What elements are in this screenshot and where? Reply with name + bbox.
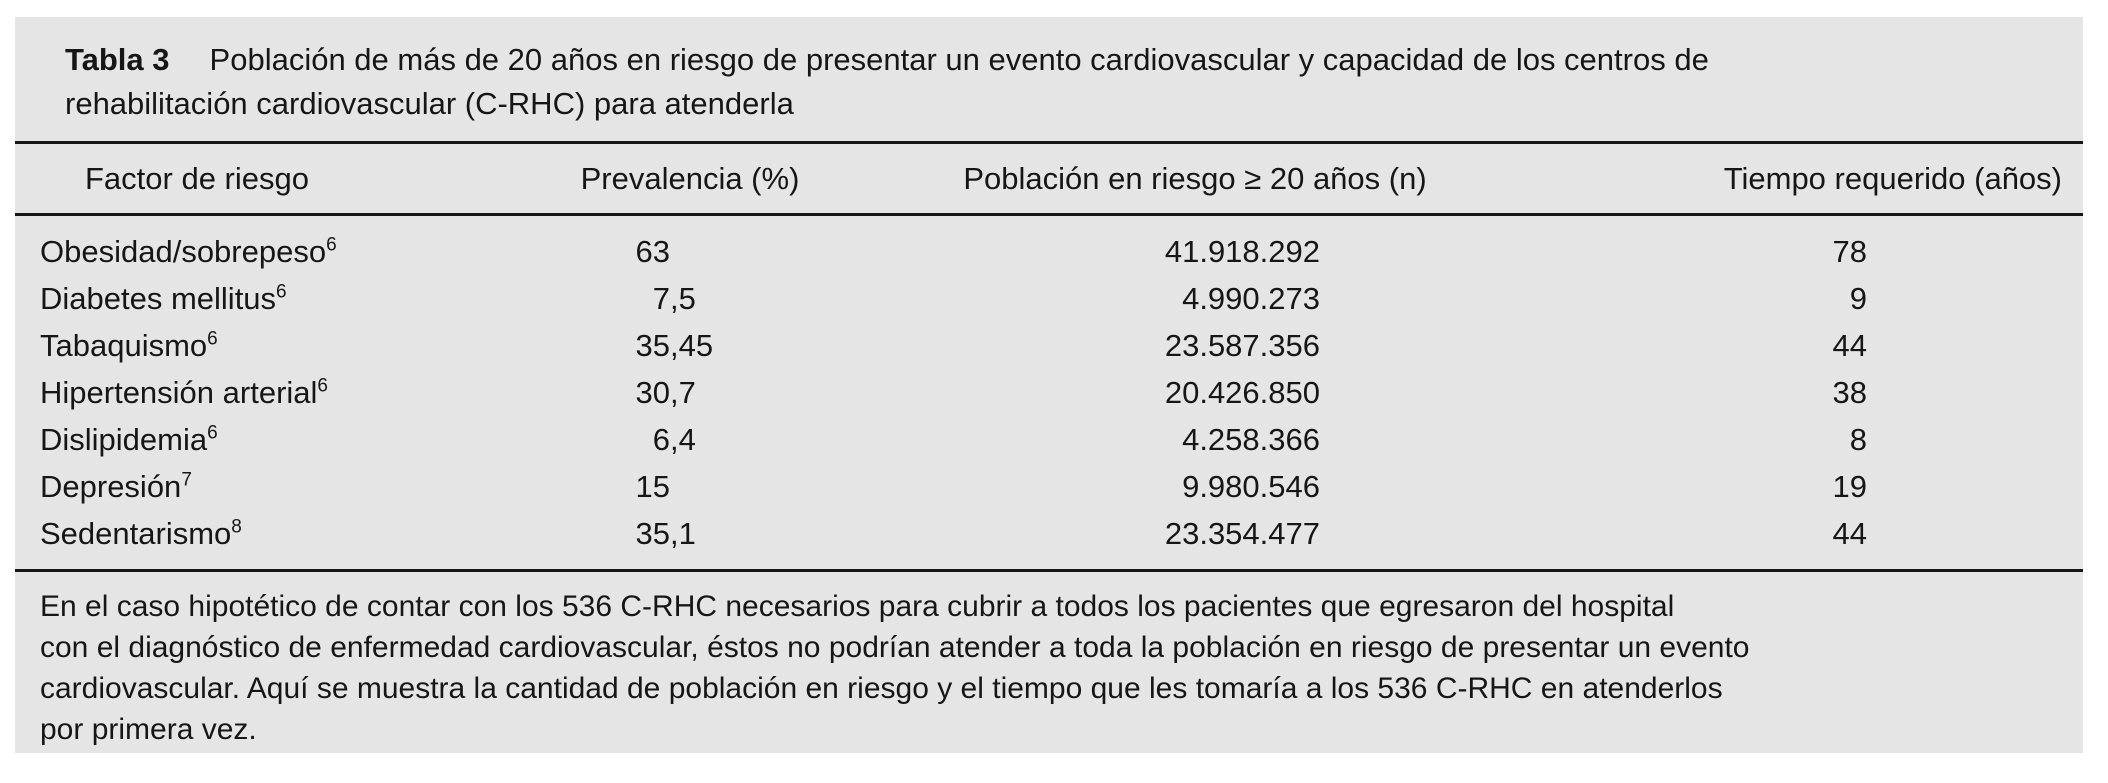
- column-header-tiempo: Tiempo requerido (años): [1560, 144, 2083, 216]
- factor-label: Sedentarismo: [40, 515, 232, 551]
- table-row: Tabaquismo6 35,45 23.587.356 44: [15, 322, 2083, 369]
- prevalencia-integer: 15: [635, 468, 670, 504]
- header-row: Factor de riesgo Prevalencia (%) Poblaci…: [15, 144, 2083, 216]
- prevalencia-integer: 30: [635, 374, 670, 410]
- reference-superscript: 6: [317, 375, 328, 397]
- footnote-line: con el diagnóstico de enfermedad cardiov…: [40, 631, 1750, 664]
- tiempo-cell: 19: [1832, 468, 1867, 504]
- prevalencia-decimal: ,1: [670, 515, 696, 551]
- factor-label: Hipertensión arterial: [40, 374, 318, 410]
- table-row: Sedentarismo8 35,1 23.354.477 44: [15, 510, 2083, 569]
- factor-label: Dislipidemia: [40, 421, 208, 457]
- footnote-line: En el caso hipotético de contar con los …: [40, 590, 1675, 623]
- prevalencia-cell: 63: [550, 215, 830, 276]
- tiempo-cell: 44: [1832, 327, 1867, 363]
- factor-label: Obesidad/sobrepeso: [40, 233, 327, 269]
- tiempo-cell: 8: [1849, 421, 1867, 457]
- table-panel: Tabla 3 Población de más de 20 años en ri…: [15, 17, 2083, 753]
- prevalencia-decimal: ,45: [670, 327, 714, 363]
- tiempo-cell: 9: [1849, 280, 1867, 316]
- factor-cell: Depresión7: [15, 463, 550, 510]
- prevalencia-decimal: ,7: [670, 374, 696, 410]
- prevalencia-integer: 7: [652, 280, 670, 316]
- column-header-factor: Factor de riesgo: [15, 144, 550, 216]
- table-row: Obesidad/sobrepeso6 63 41.918.292 78: [15, 215, 2083, 276]
- table-row: Dislipidemia6 6,4 4.258.366 8: [15, 416, 2083, 463]
- factor-label: Tabaquismo: [40, 327, 208, 363]
- prevalencia-cell: 30,7: [550, 369, 830, 416]
- factor-cell: Obesidad/sobrepeso6: [15, 215, 550, 276]
- tiempo-cell: 44: [1832, 515, 1867, 551]
- poblacion-cell: 9.980.546: [1182, 468, 1320, 504]
- tiempo-cell: 38: [1832, 374, 1867, 410]
- prevalencia-cell: 35,45: [550, 322, 830, 369]
- prevalencia-cell: 35,1: [550, 510, 830, 569]
- table-row: Diabetes mellitus6 7,5 4.990.273 9: [15, 275, 2083, 322]
- table-footnote: En el caso hipotético de contar con los …: [15, 569, 2083, 750]
- tiempo-cell: 78: [1832, 233, 1867, 269]
- prevalencia-integer: 6: [652, 421, 670, 457]
- factor-cell: Diabetes mellitus6: [15, 275, 550, 322]
- poblacion-cell: 4.258.366: [1182, 421, 1320, 457]
- prevalencia-integer: 35: [635, 327, 670, 363]
- reference-superscript: 8: [231, 516, 242, 538]
- table-header: Factor de riesgo Prevalencia (%) Poblaci…: [15, 144, 2083, 216]
- poblacion-cell: 4.990.273: [1182, 280, 1320, 316]
- reference-superscript: 6: [207, 328, 218, 350]
- prevalencia-value: 7,5: [550, 281, 830, 317]
- table-body: Obesidad/sobrepeso6 63 41.918.292 78 Diabete…: [15, 215, 2083, 570]
- table-row: Depresión7 15 9.980.546 19: [15, 463, 2083, 510]
- poblacion-cell: 23.354.477: [1164, 515, 1320, 551]
- factor-cell: Tabaquismo6: [15, 322, 550, 369]
- table-title-line2: rehabilitación cardiovascular (C-RHC) pa…: [65, 86, 794, 121]
- reference-superscript: 6: [326, 234, 337, 256]
- factor-label: Diabetes mellitus: [40, 280, 277, 316]
- table-row: Hipertensión arterial6 30,7 20.426.850 38: [15, 369, 2083, 416]
- reference-superscript: 7: [181, 469, 192, 491]
- factor-cell: Hipertensión arterial6: [15, 369, 550, 416]
- prevalencia-integer: 35: [635, 515, 670, 551]
- risk-factors-table: Factor de riesgo Prevalencia (%) Poblaci…: [15, 144, 2083, 569]
- poblacion-cell: 41.918.292: [1164, 233, 1320, 269]
- table-caption: Tabla 3 Población de más de 20 años en ri…: [15, 17, 2083, 144]
- prevalencia-value: 6,4: [550, 422, 830, 458]
- prevalencia-value: 35,1: [550, 516, 830, 552]
- prevalencia-value: 15: [550, 469, 830, 505]
- poblacion-cell: 23.587.356: [1164, 327, 1320, 363]
- table-label: Tabla 3: [65, 42, 170, 77]
- footnote-line: por primera vez.: [40, 713, 257, 746]
- table-title-line1: Población de más de 20 años en riesgo de…: [209, 42, 1709, 77]
- prevalencia-cell: 15: [550, 463, 830, 510]
- factor-label: Depresión: [40, 468, 182, 504]
- prevalencia-cell: 7,5: [550, 275, 830, 322]
- column-header-poblacion: Población en riesgo ≥ 20 años (n): [830, 144, 1560, 216]
- factor-cell: Dislipidemia6: [15, 416, 550, 463]
- poblacion-cell: 20.426.850: [1164, 374, 1320, 410]
- prevalencia-decimal: ,4: [670, 421, 696, 457]
- prevalencia-value: 63: [550, 234, 830, 270]
- prevalencia-decimal: ,5: [670, 280, 696, 316]
- reference-superscript: 6: [276, 281, 287, 303]
- prevalencia-cell: 6,4: [550, 416, 830, 463]
- factor-cell: Sedentarismo8: [15, 510, 550, 569]
- reference-superscript: 6: [207, 422, 218, 444]
- footnote-line: cardiovascular. Aquí se muestra la canti…: [40, 672, 1723, 705]
- column-header-prevalencia: Prevalencia (%): [550, 144, 830, 216]
- prevalencia-integer: 63: [635, 233, 670, 269]
- prevalencia-value: 35,45: [550, 328, 830, 364]
- prevalencia-value: 30,7: [550, 375, 830, 411]
